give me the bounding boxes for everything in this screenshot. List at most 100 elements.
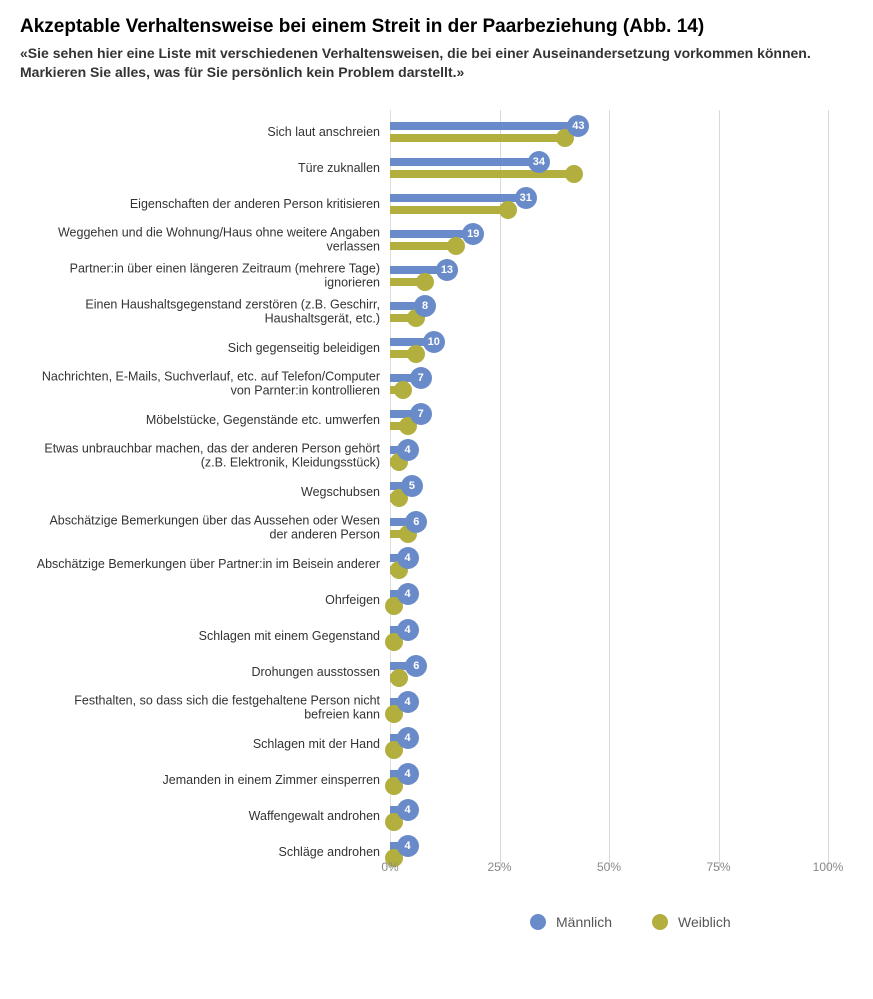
chart-row: Festhalten, so dass sich die festgehalte… xyxy=(390,690,828,726)
marker-female xyxy=(447,237,465,255)
row-label: Jemanden in einem Zimmer einsperren xyxy=(30,773,390,787)
marker-male-value: 6 xyxy=(413,516,419,528)
row-label: Sich gegenseitig beleidigen xyxy=(30,341,390,355)
marker-male-value: 4 xyxy=(404,840,410,852)
chart-row: Waffengewalt androhen4 xyxy=(390,798,828,834)
chart-row: Eigenschaften der anderen Person kritisi… xyxy=(390,186,828,222)
marker-male: 10 xyxy=(423,331,445,353)
marker-male-value: 4 xyxy=(404,768,410,780)
chart-row: Abschätzige Bemerkungen über Partner:in … xyxy=(390,546,828,582)
chart-row: Drohungen ausstossen6 xyxy=(390,654,828,690)
row-label: Abschätzige Bemerkungen über Partner:in … xyxy=(30,557,390,571)
chart-row: Partner:in über einen längeren Zeitraum … xyxy=(390,258,828,294)
marker-male: 8 xyxy=(414,295,436,317)
marker-male: 7 xyxy=(410,403,432,425)
marker-female xyxy=(394,381,412,399)
marker-male-value: 4 xyxy=(404,732,410,744)
bar-female xyxy=(390,134,565,142)
marker-male: 5 xyxy=(401,475,423,497)
marker-male: 4 xyxy=(397,727,419,749)
row-label: Schläge androhen xyxy=(30,845,390,859)
chart-row: Sich laut anschreien43 xyxy=(390,114,828,150)
row-label: Etwas unbrauchbar machen, das der andere… xyxy=(30,441,390,470)
marker-male: 19 xyxy=(462,223,484,245)
marker-male: 4 xyxy=(397,763,419,785)
marker-female xyxy=(416,273,434,291)
chart-row: Wegschubsen5 xyxy=(390,474,828,510)
marker-male: 4 xyxy=(397,835,419,857)
row-label: Türe zuknallen xyxy=(30,161,390,175)
chart-row: Ohrfeigen4 xyxy=(390,582,828,618)
legend-dot-male xyxy=(530,914,546,930)
marker-female xyxy=(565,165,583,183)
marker-male-value: 4 xyxy=(404,588,410,600)
chart-row: Möbelstücke, Gegenstände etc. umwerfen7 xyxy=(390,402,828,438)
x-tick-label: 0% xyxy=(381,860,398,874)
gridline xyxy=(828,110,829,870)
marker-female xyxy=(390,669,408,687)
row-label: Waffengewalt androhen xyxy=(30,809,390,823)
chart-row: Etwas unbrauchbar machen, das der andere… xyxy=(390,438,828,474)
marker-male-value: 4 xyxy=(404,552,410,564)
marker-male-value: 19 xyxy=(467,228,479,240)
chart-row: Schlagen mit der Hand4 xyxy=(390,726,828,762)
marker-male: 4 xyxy=(397,799,419,821)
chart-row: Türe zuknallen34 xyxy=(390,150,828,186)
bar-male xyxy=(390,230,473,238)
marker-male: 4 xyxy=(397,691,419,713)
marker-male-value: 43 xyxy=(572,120,584,132)
marker-male-value: 34 xyxy=(533,156,545,168)
x-tick-label: 75% xyxy=(706,860,730,874)
row-label: Schlagen mit der Hand xyxy=(30,737,390,751)
x-tick-label: 100% xyxy=(813,860,844,874)
row-label: Möbelstücke, Gegenstände etc. umwerfen xyxy=(30,413,390,427)
chart-row: Jemanden in einem Zimmer einsperren4 xyxy=(390,762,828,798)
marker-male: 6 xyxy=(405,511,427,533)
marker-male-value: 4 xyxy=(404,624,410,636)
marker-male-value: 31 xyxy=(520,192,532,204)
marker-male-value: 7 xyxy=(418,372,424,384)
marker-female xyxy=(499,201,517,219)
marker-male-value: 7 xyxy=(418,408,424,420)
marker-male-value: 10 xyxy=(428,336,440,348)
legend-item-male: Männlich xyxy=(530,914,612,930)
marker-male: 34 xyxy=(528,151,550,173)
marker-male: 6 xyxy=(405,655,427,677)
chart-row: Sich gegenseitig beleidigen10 xyxy=(390,330,828,366)
row-label: Nachrichten, E-Mails, Suchverlauf, etc. … xyxy=(30,369,390,398)
row-label: Weggehen und die Wohnung/Haus ohne weite… xyxy=(30,225,390,254)
row-label: Partner:in über einen längeren Zeitraum … xyxy=(30,261,390,290)
row-label: Festhalten, so dass sich die festgehalte… xyxy=(30,693,390,722)
x-tick-label: 25% xyxy=(487,860,511,874)
bar-male xyxy=(390,122,578,130)
marker-male-value: 4 xyxy=(404,696,410,708)
marker-female xyxy=(407,345,425,363)
x-tick-label: 50% xyxy=(597,860,621,874)
marker-male-value: 4 xyxy=(404,804,410,816)
row-label: Ohrfeigen xyxy=(30,593,390,607)
chart-row: Schlagen mit einem Gegenstand4 xyxy=(390,618,828,654)
row-label: Wegschubsen xyxy=(30,485,390,499)
bar-male xyxy=(390,158,539,166)
legend-label-male: Männlich xyxy=(556,914,612,930)
marker-male-value: 13 xyxy=(441,264,453,276)
legend-dot-female xyxy=(652,914,668,930)
row-label: Schlagen mit einem Gegenstand xyxy=(30,629,390,643)
marker-male: 4 xyxy=(397,439,419,461)
marker-male-value: 8 xyxy=(422,300,428,312)
row-label: Eigenschaften der anderen Person kritisi… xyxy=(30,197,390,211)
chart-row: Einen Haushaltsgegenstand zerstören (z.B… xyxy=(390,294,828,330)
row-label: Abschätzige Bemerkungen über das Aussehe… xyxy=(30,513,390,542)
marker-male-value: 6 xyxy=(413,660,419,672)
x-axis: 0%25%50%75%100% xyxy=(390,856,828,876)
marker-male: 43 xyxy=(567,115,589,137)
chart-title: Akzeptable Verhaltensweise bei einem Str… xyxy=(20,16,853,38)
marker-male: 31 xyxy=(515,187,537,209)
bar-female xyxy=(390,170,574,178)
chart-row: Weggehen und die Wohnung/Haus ohne weite… xyxy=(390,222,828,258)
row-label: Sich laut anschreien xyxy=(30,125,390,139)
marker-male: 13 xyxy=(436,259,458,281)
bar-female xyxy=(390,206,508,214)
chart-rows: Sich laut anschreien43Türe zuknallen34Ei… xyxy=(390,114,828,870)
marker-male: 4 xyxy=(397,583,419,605)
